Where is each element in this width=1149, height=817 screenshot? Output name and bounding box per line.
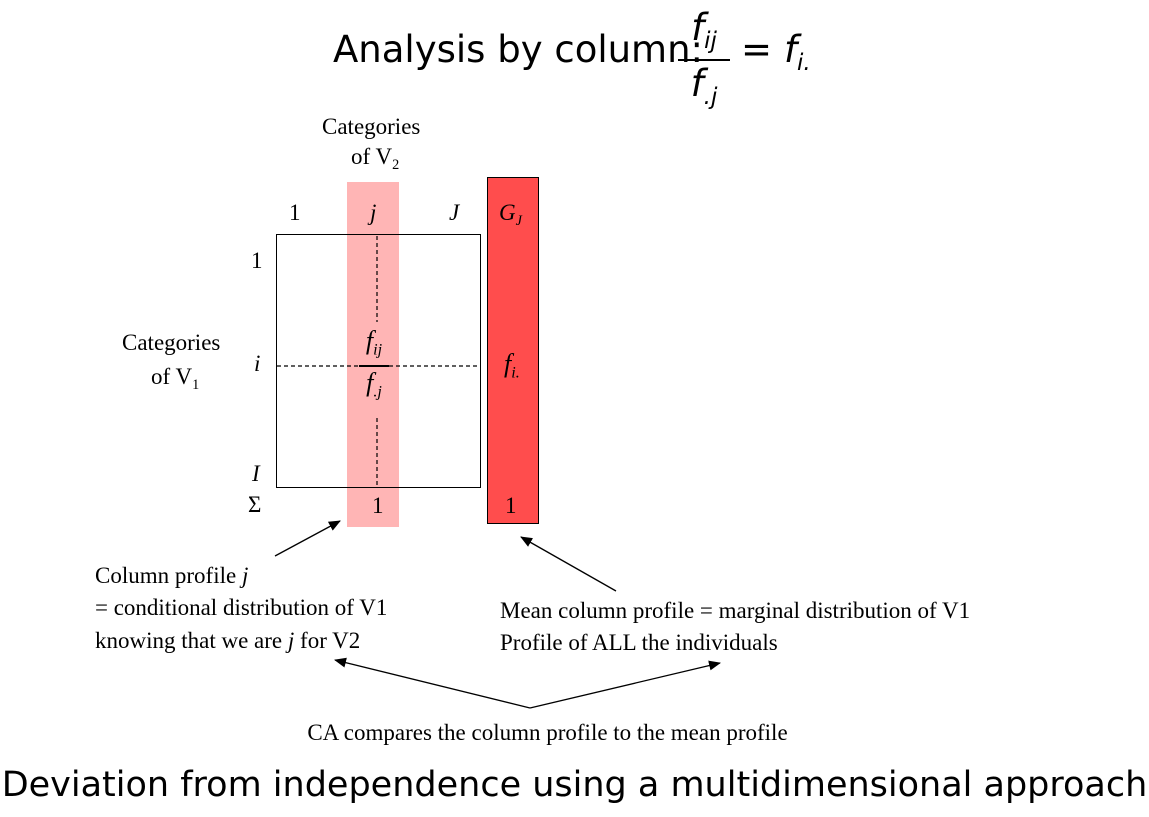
arrow-to-mean-profile [520,536,617,592]
title-fraction: fij f.j [676,6,732,110]
mean-value: fi. [504,349,520,382]
title-prefix: Analysis by column: [333,28,704,71]
comparison-caption: CA compares the column profile to the me… [307,720,788,745]
contingency-table-box [276,234,481,488]
mean-profile-line2: Profile of ALL the individuals [500,630,778,655]
title-fraction-numerator: fij [691,6,717,55]
footer-text: Deviation from independence using a mult… [1,765,1148,805]
title-fraction-denominator: f.j [690,62,718,111]
sum-mean-profile: 1 [505,493,517,518]
mean-profile-line1: Mean column profile = marginal distribut… [500,598,971,623]
v1-label-line1: Categories [122,330,221,355]
v1-label-line2: of V1 [151,364,200,393]
title-equals: = [741,28,773,71]
row-header-I: I [252,461,260,486]
column-profile-line3: knowing that we are j for V2 [95,628,361,653]
cell-fraction-bar [359,365,389,367]
title-rhs: fi. [784,28,811,77]
col-header-G: GJ [499,200,522,229]
slide-title: Analysis by column: fij f.j = fi. [0,0,1149,112]
col-header-1: 1 [289,200,301,225]
arrow-caption-left [334,657,531,709]
arrow-caption-right [529,660,721,709]
row-header-sigma: Σ [248,492,262,517]
title-fraction-bar [678,59,730,61]
col-header-J: J [449,200,460,225]
row-header-1: 1 [251,248,263,273]
column-j-highlight [347,182,399,527]
column-profile-line1: Column profile j [95,563,249,588]
row-header-i: i [254,351,261,376]
cell-fraction-numerator: fij [365,326,383,359]
col-header-j: j [370,200,377,225]
cell-fraction-denominator: f.j [366,368,382,401]
v2-label-line2: of V2 [351,144,400,173]
v2-label-line1: Categories [322,114,421,139]
column-profile-line2: = conditional distribution of V1 [95,595,388,620]
sum-column-j: 1 [372,493,384,518]
mean-profile-bar [487,177,539,524]
arrow-to-column-profile [274,520,341,557]
cell-fraction: fij f.j [352,326,396,412]
